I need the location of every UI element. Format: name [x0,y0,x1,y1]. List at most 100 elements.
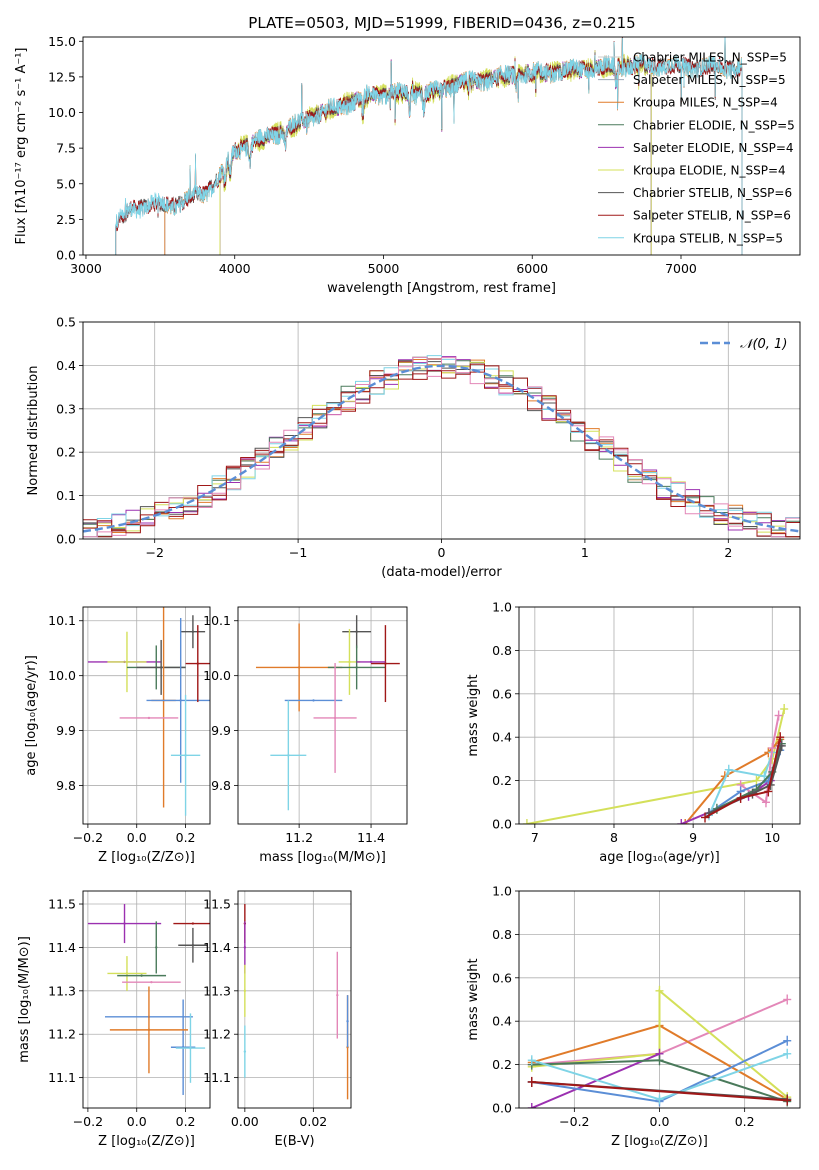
legend-label: 𝒩(0, 1) [740,337,787,352]
plot-area [243,904,349,1100]
plot-area [115,37,743,255]
data-point [123,922,126,925]
y-tick-label: 0.4 [492,1014,512,1029]
y-tick-label: 11.3 [203,983,231,998]
data-point [147,716,151,720]
data-point [179,699,182,702]
plot-area [255,615,400,811]
y-tick-label: 11.5 [48,897,76,912]
weight-series-line [531,1052,660,1108]
x-tick-label: 0.0 [127,830,147,845]
data-point [191,630,195,633]
data-point [191,944,195,947]
panel-residuals: −2 −1 0 1 2 0.0 0.1 0.2 0.3 0.4 0.5 (data-model)/er… [26,315,801,580]
x-axis-label: Z [log₁₀(Z/Z⊙)] [98,850,195,865]
y-tick-label: 11.1 [203,1070,231,1085]
y-tick-label: 0.4 [492,730,512,745]
histogram-series-line [83,365,800,538]
axes-frame [82,606,211,825]
y-tick-label: 0.8 [492,643,512,658]
y-tick-label: 11.4 [48,940,76,955]
plot-area [87,904,210,1095]
axes-frame [82,321,801,540]
panel-age-vs-mass: 11.2 11.4 9.8 9.9 10.0 10.1 mass [log₁₀(M/M⊙)] [203,606,408,865]
legend-label: Chabrier STELIB, N_SSP=6 [633,186,792,200]
x-tick-label: 4000 [219,261,251,276]
x-tick-label: 1 [581,545,589,560]
y-tick-label: 0.1 [56,488,76,503]
y-tick-label: 10.1 [203,613,231,628]
x-tick-label: 0.0 [127,1114,147,1129]
panel-weight-vs-Z: −0.2 0.0 0.2 0.0 0.2 0.4 0.6 0.8 1.0 Z [log₁₀(Z/Z… [466,884,801,1149]
weight-series-line [531,1081,788,1102]
plot-area [87,607,210,816]
y-tick-label: 1.0 [492,600,512,615]
y-tick-label: 0.0 [492,817,512,832]
weight-series-line [704,736,782,819]
y-tick-label: 0.2 [56,445,76,460]
data-point [243,1050,247,1053]
x-tick-label: −1 [289,545,307,560]
x-tick-label: −0.2 [73,1114,103,1129]
axes-frame [82,890,211,1109]
legend-label: Kroupa MILES, N_SSP=4 [633,96,778,110]
plot-area [522,703,789,824]
y-tick-label: 1.0 [492,884,512,899]
y-tick-label: 11.2 [48,1027,76,1042]
data-point [243,946,247,949]
panel-mass-vs-Z: −0.2 0.0 0.2 11.1 11.2 11.3 11.4 11.5 Z [log₁₀(Z… [17,890,211,1149]
panel-age-vs-Z: −0.2 0.0 0.2 9.8 9.9 10.0 10.1 Z [log₁₀(Z/Z⊙)] a… [24,606,211,865]
y-tick-label: 11.2 [203,1027,231,1042]
data-point [243,989,247,993]
data-point [140,974,143,977]
legend-label: Kroupa STELIB, N_SSP=5 [633,231,783,245]
x-axis-label: (data-model)/error [381,565,502,580]
legend-label: Kroupa ELODIE, N_SSP=4 [633,164,786,178]
y-tick-label: 9.8 [56,778,76,793]
axes-frame [518,890,801,1109]
legend-label: Salpeter STELIB, N_SSP=6 [633,209,791,223]
x-tick-label: 9 [689,830,697,845]
y-axis-label: Normed distribution [26,366,41,496]
x-tick-label: 6000 [516,261,548,276]
legend-label: Chabrier ELODIE, N_SSP=5 [633,118,795,132]
data-point [287,754,290,757]
y-axis-label: Flux [fλ10⁻¹⁷ erg cm⁻² s⁻¹ A⁻¹] [14,48,29,245]
x-tick-label: 3000 [70,261,102,276]
y-tick-label: 11.3 [48,983,76,998]
y-axis-label: age [log₁₀(age/yr)] [24,655,39,776]
data-point [348,660,351,664]
weight-series-line [531,988,788,1098]
y-tick-label: 0.2 [492,1057,512,1072]
x-axis-label: mass [log₁₀(M/M⊙)] [259,850,386,865]
y-tick-label: 10.0 [48,668,76,683]
data-point [150,980,153,984]
y-tick-label: 10.1 [48,613,76,628]
data-point [333,716,337,720]
y-tick-label: 15.0 [48,34,76,49]
data-point [184,754,187,757]
x-axis-label: age [log₁₀(age/yr)] [599,850,720,865]
y-tick-label: 0.6 [492,970,512,985]
y-tick-label: 2.5 [56,212,76,227]
y-tick-label: 0.2 [492,773,512,788]
x-axis-label: Z [log₁₀(Z/Z⊙)] [98,1134,195,1149]
y-tick-label: 0.0 [56,248,76,263]
y-tick-label: 5.0 [56,176,76,191]
axes-frame [518,606,801,825]
data-point [355,666,358,669]
x-tick-label: 8 [610,830,618,845]
axes-frame [237,890,352,1109]
axes-frame [237,606,408,825]
y-tick-label: 9.9 [56,723,76,738]
data-point [196,662,199,665]
panel-spectrum: 3000 4000 5000 6000 7000 0.0 2.5 5.0 7.5 10.0 12.5… [14,34,801,296]
x-tick-label: −2 [145,545,163,560]
legend-label: Chabrier MILES, N_SSP=5 [633,51,787,65]
x-tick-label: 7 [531,830,539,845]
data-point [191,922,195,925]
x-tick-label: 0.0 [650,1114,670,1129]
y-tick-label: 9.9 [211,723,231,738]
x-tick-label: 7000 [665,261,697,276]
